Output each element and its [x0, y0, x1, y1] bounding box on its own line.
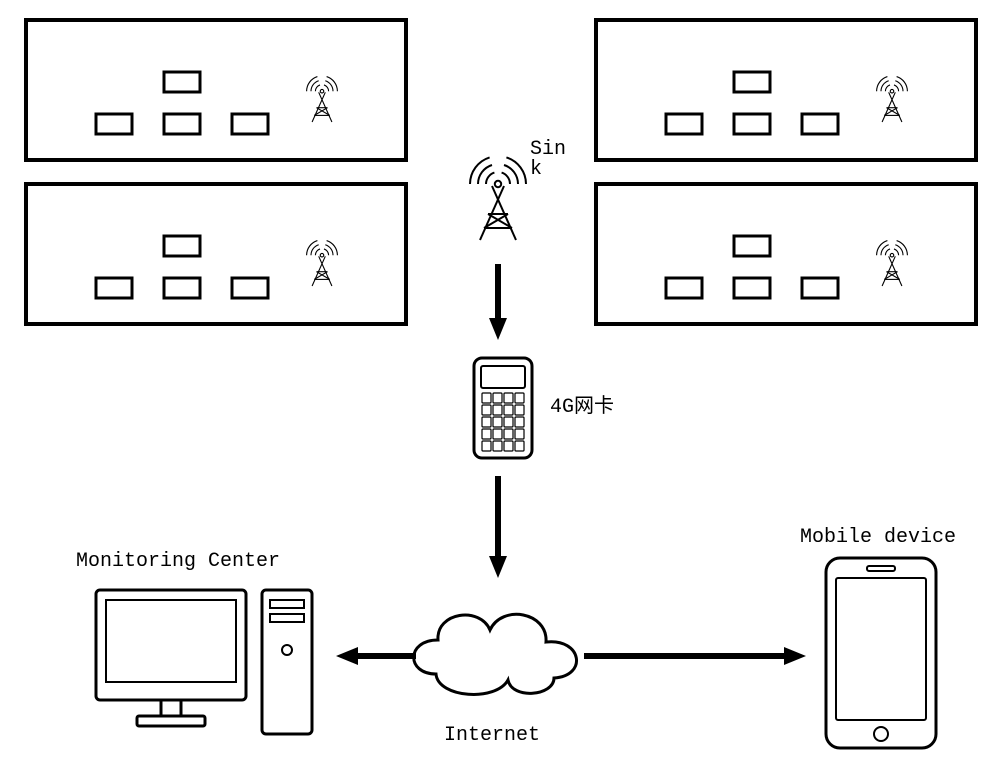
cluster-antenna-icon	[877, 77, 908, 122]
cluster-antenna-icon	[307, 241, 338, 286]
mobile-label: Mobile device	[800, 526, 956, 549]
monitoring-center-icon	[96, 590, 312, 734]
sensor-node	[164, 72, 200, 92]
sensor-node	[802, 114, 838, 134]
cluster-antenna-icon	[877, 241, 908, 286]
sensor-node	[666, 278, 702, 298]
sensor-node	[164, 236, 200, 256]
cloud-icon	[414, 614, 577, 694]
monitoring-label: Monitoring Center	[76, 550, 280, 573]
sensor-node	[734, 114, 770, 134]
mobile-device-icon	[826, 558, 936, 748]
sink-antenna-icon	[470, 157, 526, 240]
sensor-node	[734, 278, 770, 298]
sensor-node	[666, 114, 702, 134]
internet-label: Internet	[444, 724, 540, 747]
arrow-icon	[584, 647, 806, 665]
sensor-node	[734, 236, 770, 256]
card4g-label: 4G网卡	[550, 394, 614, 419]
sensor-cluster	[596, 20, 976, 160]
sensor-node	[164, 278, 200, 298]
labels: Sink4G网卡InternetMonitoring CenterMobile …	[76, 138, 956, 747]
sensor-node	[802, 278, 838, 298]
sensor-cluster	[26, 20, 406, 160]
diagram-canvas: Sink4G网卡InternetMonitoring CenterMobile …	[0, 0, 1000, 774]
sensor-node	[96, 114, 132, 134]
sensor-node	[734, 72, 770, 92]
sensor-cluster	[26, 184, 406, 324]
sensor-node	[96, 278, 132, 298]
sensor-node	[232, 278, 268, 298]
sensor-node	[232, 114, 268, 134]
sink2-label: k	[530, 158, 542, 181]
arrow-icon	[336, 647, 416, 665]
sensor-cluster	[596, 184, 976, 324]
arrow-icon	[489, 264, 507, 340]
sensor-node	[164, 114, 200, 134]
cluster-antenna-icon	[307, 77, 338, 122]
modem-4g-icon	[474, 358, 532, 458]
arrow-icon	[489, 476, 507, 578]
